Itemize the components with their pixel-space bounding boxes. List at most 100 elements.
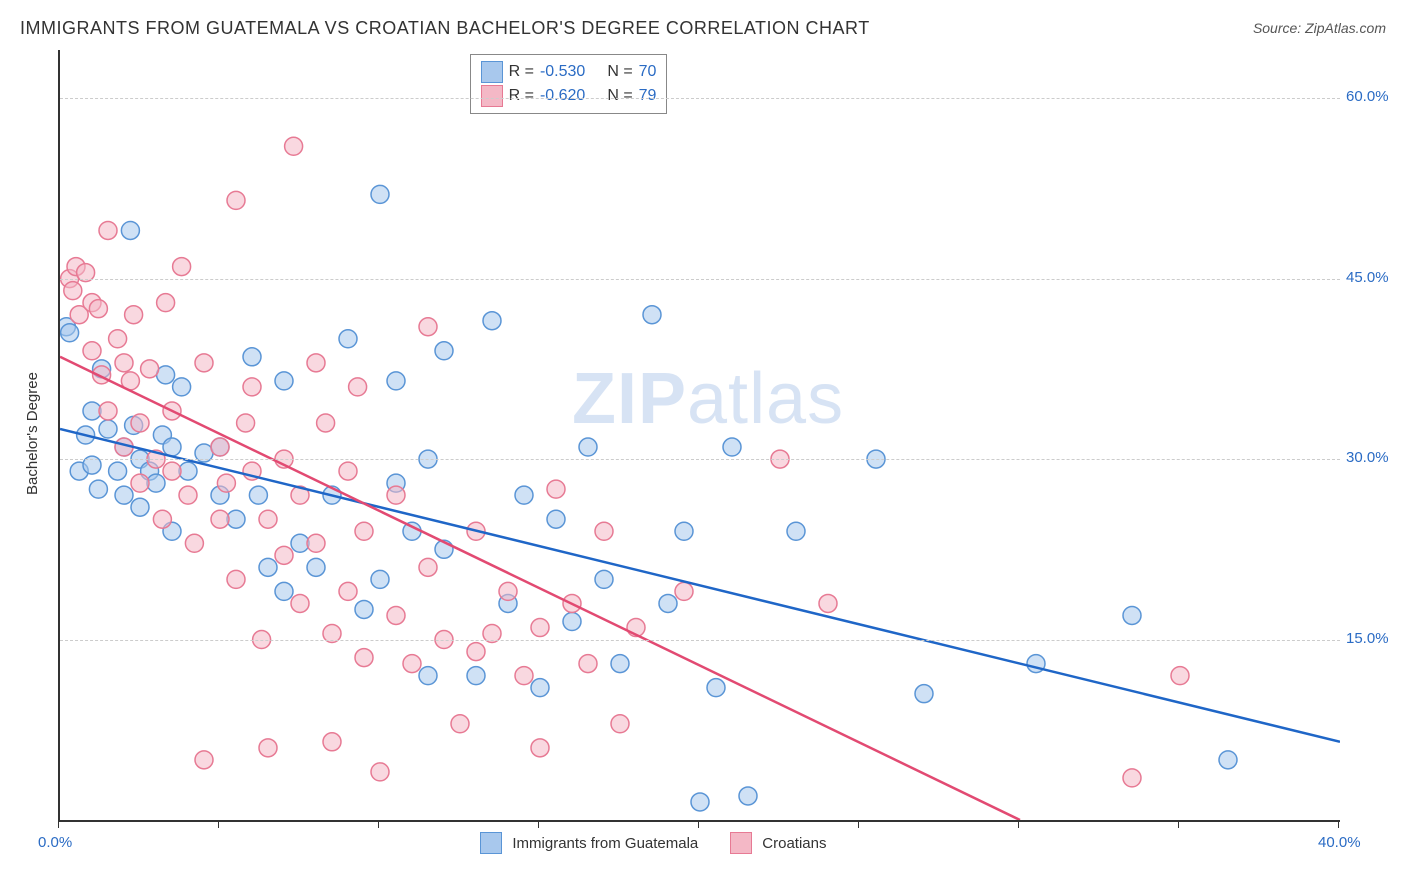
scatter-point xyxy=(547,510,565,528)
scatter-point xyxy=(355,649,373,667)
scatter-point xyxy=(451,715,469,733)
scatter-point xyxy=(249,486,267,504)
scatter-point xyxy=(61,324,79,342)
scatter-point xyxy=(579,438,597,456)
scatter-point xyxy=(163,462,181,480)
scatter-point xyxy=(467,667,485,685)
scatter-point xyxy=(595,570,613,588)
scatter-point xyxy=(403,655,421,673)
scatter-point xyxy=(387,372,405,390)
scatter-point xyxy=(355,522,373,540)
scatter-point xyxy=(217,474,235,492)
scatter-point xyxy=(515,486,533,504)
scatter-point xyxy=(659,594,677,612)
scatter-point xyxy=(131,474,149,492)
legend-swatch xyxy=(481,61,503,83)
scatter-point xyxy=(531,679,549,697)
source-value: ZipAtlas.com xyxy=(1305,20,1386,36)
scatter-point xyxy=(211,438,229,456)
xtick-label: 0.0% xyxy=(38,834,72,851)
scatter-point xyxy=(275,546,293,564)
scatter-point xyxy=(739,787,757,805)
scatter-point xyxy=(163,438,181,456)
scatter-point xyxy=(89,300,107,318)
ytick-label: 60.0% xyxy=(1346,88,1389,105)
scatter-point xyxy=(1123,769,1141,787)
correlation-legend: R = -0.530N = 70R = -0.620N = 79 xyxy=(470,54,668,114)
xtick-mark xyxy=(1178,820,1179,828)
scatter-point xyxy=(547,480,565,498)
scatter-point xyxy=(275,582,293,600)
ytick-label: 45.0% xyxy=(1346,269,1389,286)
scatter-point xyxy=(243,348,261,366)
scatter-point xyxy=(115,486,133,504)
scatter-point xyxy=(109,330,127,348)
scatter-point xyxy=(355,600,373,618)
scatter-point xyxy=(89,480,107,498)
scatter-point xyxy=(531,739,549,757)
xtick-mark xyxy=(218,820,219,828)
xtick-mark xyxy=(58,820,59,828)
scatter-point xyxy=(371,763,389,781)
scatter-point xyxy=(643,306,661,324)
scatter-point xyxy=(131,414,149,432)
legend-r-label: R = xyxy=(509,63,534,81)
legend-row: R = -0.530 N = 70 xyxy=(481,61,657,83)
scatter-point xyxy=(227,570,245,588)
xtick-mark xyxy=(538,820,539,828)
scatter-point xyxy=(531,619,549,637)
scatter-point xyxy=(99,402,117,420)
scatter-point xyxy=(419,558,437,576)
legend-swatch xyxy=(480,832,502,854)
scatter-point xyxy=(707,679,725,697)
legend-n-label: N = xyxy=(607,63,632,81)
legend-n-value: 70 xyxy=(639,63,657,81)
scatter-point xyxy=(675,522,693,540)
scatter-point xyxy=(307,534,325,552)
scatter-point xyxy=(291,594,309,612)
legend-label: Immigrants from Guatemala xyxy=(512,835,698,852)
scatter-point xyxy=(99,221,117,239)
scatter-point xyxy=(595,522,613,540)
scatter-point xyxy=(227,191,245,209)
scatter-point xyxy=(915,685,933,703)
scatter-point xyxy=(317,414,335,432)
chart-container: { "title": "IMMIGRANTS FROM GUATEMALA VS… xyxy=(0,0,1406,892)
scatter-point xyxy=(675,582,693,600)
scatter-point xyxy=(173,378,191,396)
scatter-point xyxy=(419,318,437,336)
trend-line xyxy=(60,429,1340,742)
legend-r-value: -0.530 xyxy=(540,63,585,81)
scatter-point xyxy=(563,612,581,630)
xtick-mark xyxy=(698,820,699,828)
ytick-label: 15.0% xyxy=(1346,630,1389,647)
scatter-point xyxy=(371,570,389,588)
scatter-point xyxy=(387,486,405,504)
scatter-point xyxy=(195,354,213,372)
scatter-point xyxy=(99,420,117,438)
scatter-point xyxy=(323,733,341,751)
scatter-point xyxy=(121,221,139,239)
xtick-mark xyxy=(1018,820,1019,828)
scatter-point xyxy=(371,185,389,203)
scatter-point xyxy=(787,522,805,540)
legend-swatch xyxy=(730,832,752,854)
y-axis-label: Bachelor's Degree xyxy=(24,372,41,495)
scatter-point xyxy=(259,739,277,757)
scatter-point xyxy=(387,606,405,624)
gridline xyxy=(60,98,1340,99)
scatter-point xyxy=(157,294,175,312)
scatter-point xyxy=(185,534,203,552)
scatter-point xyxy=(339,462,357,480)
ytick-label: 30.0% xyxy=(1346,449,1389,466)
gridline xyxy=(60,640,1340,641)
scatter-point xyxy=(339,330,357,348)
scatter-point xyxy=(1171,667,1189,685)
xtick-mark xyxy=(1338,820,1339,828)
scatter-point xyxy=(125,306,143,324)
scatter-point xyxy=(259,558,277,576)
scatter-point xyxy=(179,486,197,504)
scatter-point xyxy=(141,360,159,378)
scatter-point xyxy=(307,354,325,372)
legend-r-value: -0.620 xyxy=(540,87,585,105)
